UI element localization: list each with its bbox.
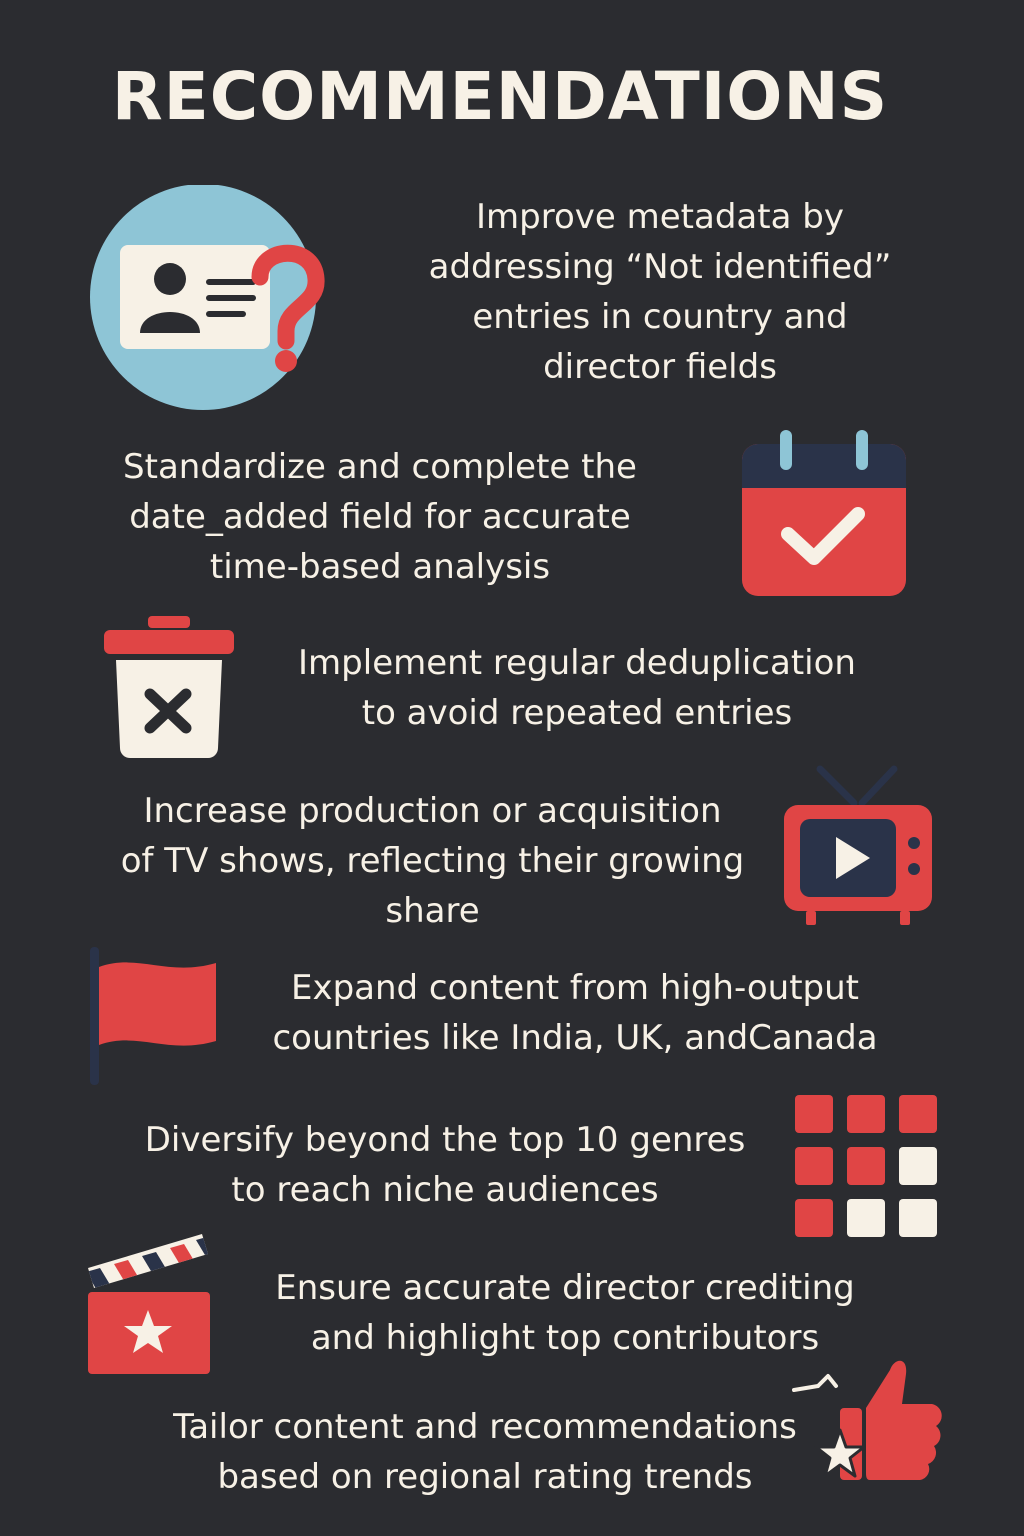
recommendation-text-expand-countries: Expand content from high-output countrie… xyxy=(272,968,878,1058)
thumbs-up-star-icon xyxy=(790,1350,950,1490)
recommendation-text-deduplication: Implement regular deduplication to avoid… xyxy=(298,643,856,733)
id-card-question-icon xyxy=(88,185,328,415)
recommendation-text-tv-shows: Increase production or acquisition of TV… xyxy=(120,791,745,931)
tv-play-icon xyxy=(782,765,934,927)
recommendation-text-date-added: Standardize and complete the date_added … xyxy=(123,447,637,587)
calendar-check-icon xyxy=(740,430,910,600)
trash-bin-x-icon xyxy=(104,616,236,761)
flag-icon xyxy=(88,945,220,1087)
recommendation-text-regional-ratings: Tailor content and recommendations based… xyxy=(173,1407,797,1497)
recommendation-text-metadata: Improve metadata by addressing “Not iden… xyxy=(428,197,892,387)
recommendation-text-director-crediting: Ensure accurate director crediting and h… xyxy=(275,1268,855,1358)
clapperboard-star-icon xyxy=(86,1232,214,1377)
page-title: RECOMMENDATIONS xyxy=(111,58,889,135)
recommendation-text-diversify-genres: Diversify beyond the top 10 genres to re… xyxy=(144,1120,746,1210)
genre-grid-icon xyxy=(793,1093,939,1239)
